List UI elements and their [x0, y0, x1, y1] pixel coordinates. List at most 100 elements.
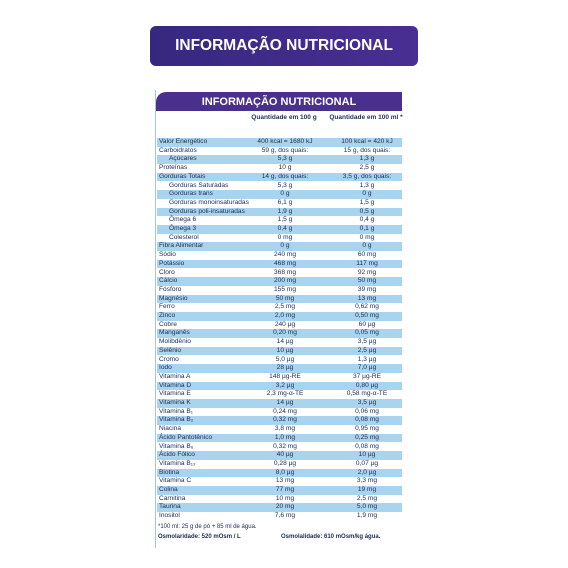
value-100g: 368 mg: [274, 268, 296, 276]
nutrient-name: Gorduras trans: [169, 190, 213, 198]
nutrient-name: Proteínas: [159, 164, 188, 172]
osmolality: Osmolalidade: 610 mOsm/kg água.: [281, 534, 381, 540]
table-row: Proteínas 10 g 2,5 g: [157, 164, 402, 173]
nutrient-name: Vitamina B₁: [159, 407, 193, 415]
value-100g: 0 mg: [277, 233, 293, 241]
value-100ml: 60 mg: [357, 251, 377, 259]
nutrient-name: Vitamina B₂: [159, 416, 194, 424]
nutrient-name: Gorduras Saturadas: [169, 181, 229, 189]
table-row: Manganês 0,20 mg 0,05 mg: [157, 329, 402, 339]
value-100g: 2,0 mg: [274, 312, 296, 319]
value-100g: 3,2 µg: [275, 381, 295, 389]
table-row: Niacina 3,8 mg 0,95 mg: [157, 425, 402, 434]
value-100ml: 3,5 g, dos quais:: [342, 172, 392, 180]
table-row: Gorduras monoinsaturadas 6,1 g 1,5 g: [157, 199, 402, 208]
nutrient-name: Valor Energético: [159, 138, 208, 145]
value-100ml: 2,5 g: [359, 164, 375, 172]
value-100g: 200 mg: [274, 277, 296, 285]
value-100ml: 0,06 mg: [355, 407, 379, 415]
nutrition-label: INFORMAÇÃO NUTRICIONAL Quantidade em 100…: [155, 90, 403, 548]
nutrient-name: Colina: [159, 486, 178, 493]
nutrient-name: Cálcio: [159, 277, 178, 285]
column-header: Quantidade em 100 ml *: [329, 114, 403, 121]
value-100ml: 0,50 mg: [355, 312, 379, 319]
value-100ml: 0,05 mg: [355, 329, 379, 337]
nutrient-name: Inositol: [159, 512, 180, 520]
value-100ml: 0,1 g: [359, 225, 375, 232]
value-100g: 1,0 mg: [274, 433, 296, 441]
table-row: Ômega 6 1,5 g 0,4 g: [157, 216, 402, 225]
value-100ml: 3,5 µg: [357, 338, 377, 346]
value-100ml: 0,25 mg: [355, 433, 379, 441]
value-100g: 5,3 g: [277, 155, 293, 163]
nutrient-name: Potássio: [159, 259, 185, 267]
value-100ml: 0,95 mg: [355, 425, 379, 433]
column-header: Quantidade em 100 g: [251, 114, 317, 121]
nutrient-name: Vitamina B₆: [159, 442, 194, 450]
value-100g: 0,32 mg: [273, 442, 297, 450]
table-row: Gorduras poli-insaturadas 1,9 g 0,5 g: [157, 207, 402, 217]
value-100ml: 7,0 µg: [357, 364, 377, 372]
value-100ml: 0,62 mg: [355, 303, 379, 311]
value-100ml: 0,07 µg: [355, 459, 379, 467]
table-row: Vitamina K 14 µg 3,5 µg: [157, 399, 402, 408]
value-100g: 1,5 g: [277, 216, 293, 224]
value-100ml: 0,08 mg: [355, 442, 379, 450]
table-row: Cálcio 200 mg 50 mg: [157, 277, 402, 286]
nutrient-name: Vitamina C: [159, 477, 192, 485]
nutrient-name: Carboidratos: [159, 146, 197, 154]
table-row: Vitamina B₁₂ 0,28 µg 0,07 µg: [157, 460, 402, 469]
value-100ml: 0,58 mg-α-TE: [346, 390, 388, 398]
value-100ml: 0,4 g: [359, 216, 375, 224]
table-row: Biotina 8,0 µg 2,0 µg: [157, 468, 402, 478]
nutrient-name: Ácido Fólico: [159, 451, 195, 459]
table-row: Selênio 10 µg 2,5 µg: [157, 346, 402, 356]
value-100g: 148 µg-RE: [269, 372, 301, 380]
nutrient-name: Selênio: [159, 346, 181, 354]
value-100g: 3,8 mg: [274, 425, 296, 433]
value-100g: 0 g: [280, 190, 290, 198]
nutrient-name: Vitamina B₁₂: [159, 459, 196, 467]
osmolarity: Osmolaridade: 520 mOsm / L: [158, 534, 241, 540]
nutrient-name: Ômega 6: [169, 216, 197, 224]
table-row: Zinco 2,0 mg 0,50 mg: [157, 312, 402, 321]
value-100g: 0,4 g: [277, 225, 293, 232]
value-100ml: 0,08 mg: [355, 416, 379, 424]
table-row: Molibdênio 14 µg 3,5 µg: [157, 338, 402, 347]
table-row: Fibra Alimentar 0 g 0 g: [157, 242, 402, 252]
value-100g: 40 µg: [276, 451, 294, 459]
table-row: Cromo 5,0 µg 1,3 µg: [157, 356, 402, 365]
table-row: Vitamina A 148 µg-RE 37 µg-RE: [157, 373, 402, 382]
value-100ml: 117 mg: [356, 259, 378, 267]
value-100g: 10 mg: [275, 494, 295, 502]
nutrient-name: Carnitina: [159, 494, 186, 502]
table-row: Valor Energético 400 kcal = 1680 kJ 100 kc…: [157, 138, 402, 147]
nutrient-name: Manganês: [159, 329, 190, 337]
nutrient-name: Vitamina K: [159, 399, 191, 406]
value-100ml: 3,3 mg: [356, 477, 378, 485]
nutrient-name: Gorduras poli-insaturadas: [169, 207, 245, 215]
value-100g: 28 µg: [276, 364, 294, 372]
value-100ml: 1,9 mg: [356, 512, 378, 520]
table-row: Açúcares 5,3 g 1,3 g: [157, 155, 402, 165]
table-row: Potássio 468 mg 117 mg: [157, 259, 402, 269]
nutrient-name: Fósforo: [159, 285, 182, 293]
table-row: Carboidratos 59 g, dos quais: 15 g, dos qu…: [157, 147, 402, 156]
value-100g: 0,28 µg: [273, 459, 297, 467]
value-100g: 468 mg: [274, 259, 296, 267]
value-100g: 0 g: [280, 242, 290, 250]
nutrient-name: Taurina: [159, 503, 181, 511]
value-100g: 7,6 mg: [274, 512, 296, 520]
value-100ml: 0 g: [362, 242, 372, 250]
table-row: Gorduras Totais 14 g, dos quais: 3,5 g, do…: [157, 172, 402, 182]
nutrient-name: Cromo: [159, 355, 179, 363]
value-100ml: 0,5 g: [359, 207, 375, 215]
value-100ml: 100 kcal = 420 kJ: [341, 138, 393, 145]
value-100g: 2,5 mg: [274, 303, 296, 311]
value-100g: 20 mg: [275, 503, 295, 511]
value-100ml: 0 mg: [359, 233, 375, 241]
value-100ml: 5,0 mg: [356, 503, 378, 511]
table-row: Gorduras Saturadas 5,3 g 1,3 g: [157, 182, 402, 191]
value-100ml: 13 mg: [357, 294, 377, 302]
value-100ml: 37 µg-RE: [353, 372, 381, 380]
